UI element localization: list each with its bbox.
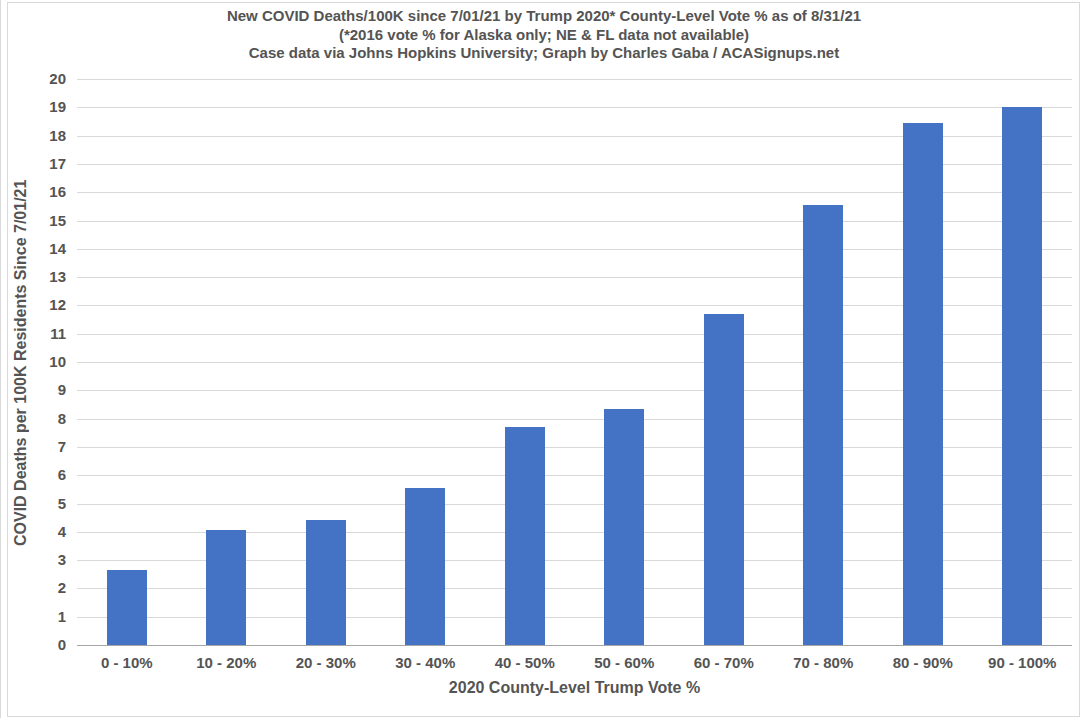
y-tick-label: 16 — [0, 183, 66, 201]
y-tick-label: 18 — [0, 127, 66, 145]
chart-subtitle: (*2016 vote % for Alaska only; NE & FL d… — [7, 26, 1081, 44]
y-tick-label: 3 — [0, 551, 66, 569]
y-tick-label: 12 — [0, 296, 66, 314]
y-tick-label: 14 — [0, 240, 66, 258]
y-tick-label: 17 — [0, 155, 66, 173]
x-tick-label: 60 - 70% — [674, 654, 774, 672]
y-tick-label: 10 — [0, 353, 66, 371]
y-tick-label: 15 — [0, 212, 66, 230]
chart-title: New COVID Deaths/100K since 7/01/21 by T… — [7, 7, 1081, 25]
y-tick-label: 8 — [0, 410, 66, 428]
y-tick-label: 2 — [0, 579, 66, 597]
y-tick-label: 9 — [0, 381, 66, 399]
bar-10-20% — [206, 530, 246, 645]
x-tick-label: 70 - 80% — [774, 654, 874, 672]
y-tick-label: 0 — [0, 636, 66, 654]
bar-70-80% — [803, 205, 843, 645]
x-tick-label: 40 - 50% — [475, 654, 575, 672]
bar-20-30% — [306, 520, 346, 645]
y-tick-label: 4 — [0, 523, 66, 541]
x-tick-label: 90 - 100% — [973, 654, 1073, 672]
y-tick-label: 19 — [0, 98, 66, 116]
bar-90-100% — [1002, 107, 1042, 645]
gridline — [77, 107, 1072, 108]
x-tick-label: 80 - 90% — [873, 654, 973, 672]
x-axis-title: 2020 County-Level Trump Vote % — [77, 679, 1072, 697]
bar-80-90% — [903, 123, 943, 645]
y-tick-label: 6 — [0, 466, 66, 484]
covid-bar-chart: New COVID Deaths/100K since 7/01/21 by T… — [0, 0, 1081, 721]
x-axis-line — [77, 645, 1072, 646]
y-tick-label: 5 — [0, 495, 66, 513]
y-tick-label: 20 — [0, 70, 66, 88]
y-tick-label: 1 — [0, 608, 66, 626]
bar-40-50% — [505, 427, 545, 645]
y-tick-label: 7 — [0, 438, 66, 456]
x-tick-label: 0 - 10% — [77, 654, 177, 672]
x-tick-label: 30 - 40% — [376, 654, 476, 672]
bar-60-70% — [704, 314, 744, 645]
x-tick-label: 10 - 20% — [177, 654, 277, 672]
y-tick-label: 13 — [0, 268, 66, 286]
gridline — [77, 79, 1072, 80]
plot-area — [77, 80, 1072, 646]
x-tick-label: 50 - 60% — [575, 654, 675, 672]
bar-50-60% — [604, 409, 644, 645]
bar-0-10% — [107, 570, 147, 645]
bar-30-40% — [405, 488, 445, 645]
y-tick-label: 11 — [0, 325, 66, 343]
chart-credit: Case data via Johns Hopkins University; … — [7, 44, 1081, 62]
x-tick-label: 20 - 30% — [276, 654, 376, 672]
